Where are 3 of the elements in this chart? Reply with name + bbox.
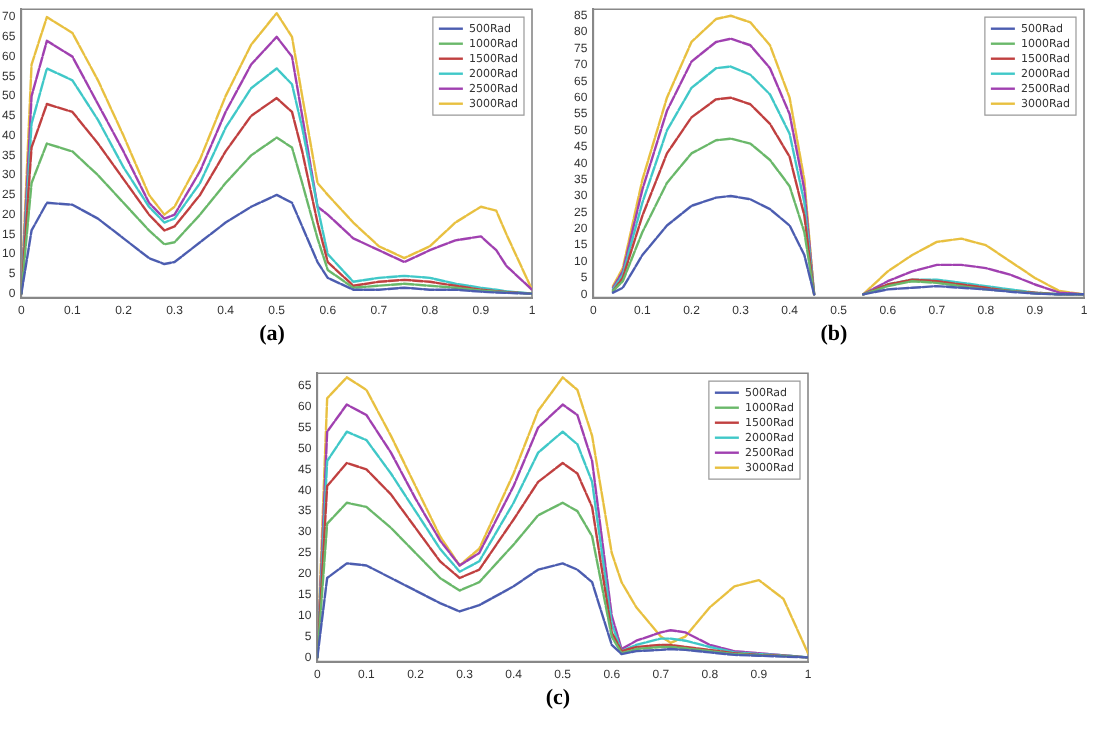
text: (a): [257, 320, 287, 348]
text: (b): [818, 320, 850, 348]
text: (c): [543, 684, 573, 712]
